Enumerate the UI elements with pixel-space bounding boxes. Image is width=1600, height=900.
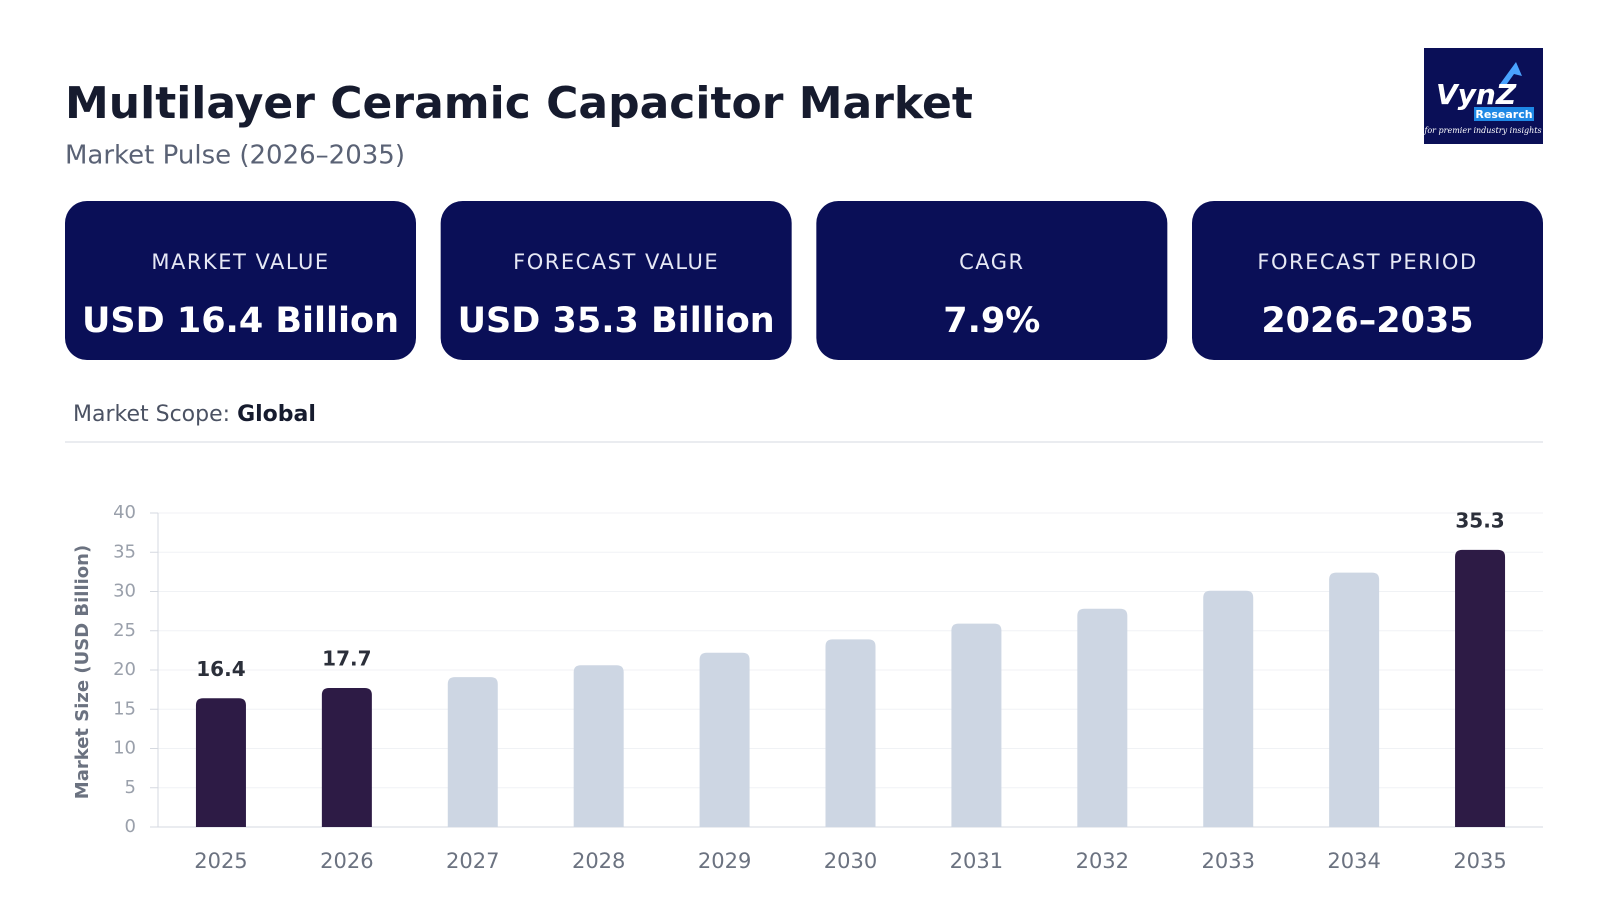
data-label: 17.7 [322,647,371,671]
card-bg [1192,201,1543,360]
x-tick-label: 2033 [1202,849,1255,873]
logo-box [1424,48,1543,144]
x-tick-label: 2028 [572,849,625,873]
card-label: FORECAST PERIOD [1257,250,1477,274]
logo: VynZ Research for premier industry insig… [1423,48,1543,144]
x-tick-label: 2035 [1453,849,1506,873]
card-bg [816,201,1168,360]
bar [447,677,498,827]
y-tick-label: 25 [113,620,136,641]
card-value: 7.9% [943,301,1040,341]
bar [195,698,246,827]
bar [1203,590,1254,827]
data-label: 35.3 [1455,508,1504,532]
x-tick-label: 2032 [1076,849,1129,873]
card-label: CAGR [959,250,1025,274]
card-value: USD 35.3 Billion [458,301,775,341]
bar [825,639,876,827]
card-bg [440,201,792,360]
logo-sub: Research [1475,108,1532,121]
stat-card: FORECAST PERIOD 2026–2035 [1192,201,1543,360]
y-tick-label: 40 [113,502,136,523]
x-tick-label: 2026 [320,849,373,873]
y-tick-label: 0 [125,816,136,837]
logo-tagline: for premier industry insights [1423,126,1541,135]
x-tick-label: 2027 [446,849,499,873]
x-tick-label: 2034 [1327,849,1380,873]
card-label: FORECAST VALUE [513,250,719,274]
bar [951,623,1002,827]
x-tick-label: 2030 [824,849,877,873]
card-bg [65,201,416,360]
y-axis-label: Market Size (USD Billion) [72,545,93,799]
bar [1455,549,1506,827]
logo-arrow [1500,62,1522,88]
card-label: MARKET VALUE [151,250,329,274]
logo-brand: VynZ [1436,78,1517,111]
stat-card: FORECAST VALUE USD 35.3 Billion [440,201,792,360]
x-tick-label: 2025 [194,849,247,873]
y-tick-label: 30 [113,581,136,602]
scope-label: Market Scope: [73,402,230,427]
y-tick-label: 10 [113,738,136,759]
stat-card: MARKET VALUE USD 16.4 Billion [65,201,416,360]
y-tick-label: 35 [113,541,136,562]
bar [1077,608,1128,827]
card-value: USD 16.4 Billion [82,301,399,341]
data-label: 16.4 [196,657,245,681]
y-tick-label: 20 [113,659,136,680]
y-tick-label: 5 [125,777,136,798]
bar [1329,572,1380,827]
bar [573,665,624,827]
logo-sub-box [1474,107,1534,121]
stat-card: CAGR 7.9% [816,201,1168,360]
x-tick-label: 2029 [698,849,751,873]
title: Multilayer Ceramic Capacitor Market [65,78,973,129]
bar [699,652,750,827]
card-value: 2026–2035 [1261,301,1473,341]
bar [321,688,372,827]
scope-value: Global [237,402,316,427]
y-tick-label: 15 [113,698,136,719]
x-tick-label: 2031 [950,849,1003,873]
subtitle: Market Pulse (2026–2035) [65,141,405,171]
